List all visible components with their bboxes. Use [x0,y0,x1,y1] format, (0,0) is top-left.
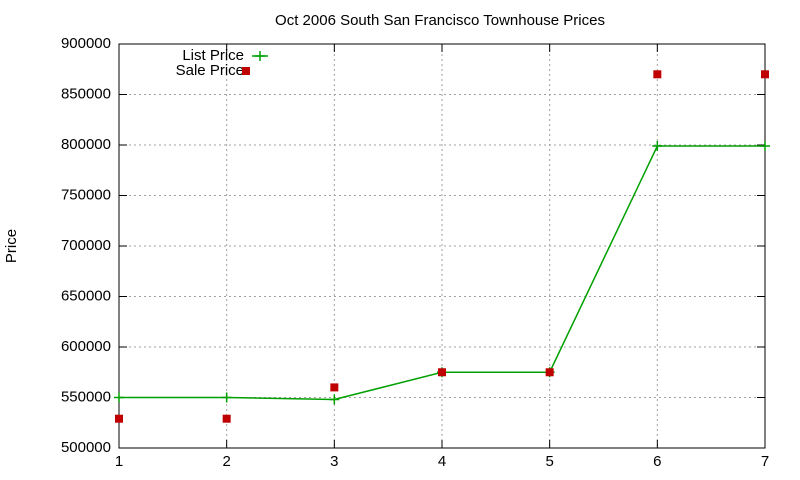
point [115,414,123,423]
y-tick-label: 800000 [61,136,111,153]
x-tick-label: 5 [545,453,553,470]
x-tick-label: 4 [438,453,446,470]
x-tick-label: 2 [222,453,230,470]
y-tick-label: 850000 [61,85,111,102]
point [221,392,232,403]
point [330,383,339,392]
y-tick-label: 550000 [61,388,111,405]
point [761,70,769,79]
legend-marker [255,51,265,61]
legend-marker [242,67,250,75]
chart-title: Oct 2006 South San Francisco Townhouse P… [275,12,605,29]
y-tick-label: 700000 [61,237,111,254]
point [760,141,770,152]
x-tick-label: 1 [115,453,123,470]
y-tick-label: 600000 [61,338,111,355]
x-tick-label: 6 [653,453,661,470]
point [222,414,231,423]
point [438,368,446,377]
x-tick-label: 7 [761,453,769,470]
legend-label: List Price [182,47,244,64]
legend-label: Sale Price [176,62,244,79]
y-tick-label: 500000 [61,439,111,456]
point [545,368,554,377]
x-tick-label: 3 [330,453,338,470]
y-tick-label: 900000 [61,35,111,52]
y-axis-label: Price [3,229,20,263]
point [114,392,124,403]
point [653,70,662,79]
y-tick-label: 750000 [61,186,111,203]
y-tick-label: 650000 [61,287,111,304]
point [652,141,663,152]
plot-frame [118,43,766,449]
point [329,394,340,405]
